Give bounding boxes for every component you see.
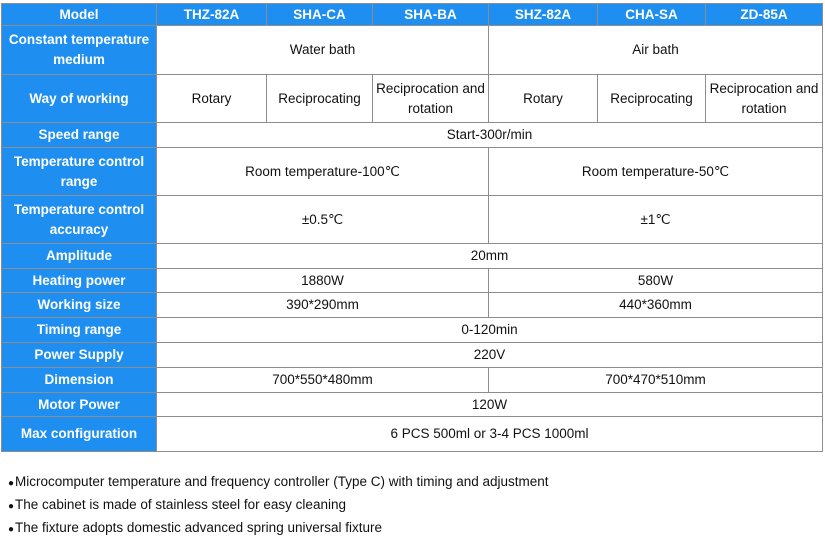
header-row: Model THZ-82A SHA-CA SHA-BA SHZ-82A CHA-…: [1, 3, 823, 26]
cell: Air bath: [488, 25, 823, 75]
cell: Room temperature-100℃: [156, 147, 489, 196]
table-row: Timing range 0-120min: [1, 317, 823, 343]
list-item: The cabinet is made of stainless steel f…: [8, 494, 549, 517]
spec-table: Model THZ-82A SHA-CA SHA-BA SHZ-82A CHA-…: [1, 3, 823, 452]
table-row: Constant temperature medium Water bath A…: [1, 25, 823, 75]
row-label: Temperature control accuracy: [1, 195, 157, 244]
cell: 1880W: [156, 268, 489, 293]
row-label: Temperature control range: [1, 147, 157, 196]
cell: Room temperature-50℃: [488, 147, 823, 196]
cell: 700*550*480mm: [156, 367, 489, 393]
row-label: Way of working: [1, 74, 157, 123]
list-item: The fixture adopts domestic advanced spr…: [8, 517, 549, 540]
cell: 440*360mm: [488, 292, 823, 318]
cell: 20mm: [156, 243, 823, 269]
model-header: ZD-85A: [705, 3, 823, 26]
row-label: Constant temperature medium: [1, 25, 157, 75]
model-header: SHA-BA: [372, 3, 489, 26]
cell: 0-120min: [156, 317, 823, 343]
row-label: Speed range: [1, 122, 157, 148]
table-row: Temperature control range Room temperatu…: [1, 147, 823, 196]
header-label: Model: [1, 3, 157, 26]
table-row: Dimension 700*550*480mm 700*470*510mm: [1, 367, 823, 393]
cell: Reciprocating: [597, 74, 706, 123]
cell: Rotary: [488, 74, 598, 123]
table-row: Temperature control accuracy ±0.5℃ ±1℃: [1, 195, 823, 244]
cell: Reciprocation and rotation: [705, 74, 823, 123]
cell: Reciprocation and rotation: [372, 74, 489, 123]
table-row: Amplitude 20mm: [1, 243, 823, 269]
cell: Water bath: [156, 25, 489, 75]
row-label: Max configuration: [1, 416, 157, 452]
row-label: Motor Power: [1, 392, 157, 417]
cell: Start-300r/min: [156, 122, 823, 148]
cell: 120W: [156, 392, 823, 417]
table-row: Power Supply 220V: [1, 342, 823, 368]
cell: Rotary: [156, 74, 267, 123]
table-row: Motor Power 120W: [1, 392, 823, 417]
feature-notes: Microcomputer temperature and frequency …: [8, 471, 549, 540]
table-row: Speed range Start-300r/min: [1, 122, 823, 148]
table-row: Max configuration 6 PCS 500ml or 3-4 PCS…: [1, 416, 823, 452]
cell: Reciprocating: [266, 74, 373, 123]
cell: 6 PCS 500ml or 3-4 PCS 1000ml: [156, 416, 823, 452]
table-row: Working size 390*290mm 440*360mm: [1, 292, 823, 318]
model-header: SHZ-82A: [488, 3, 598, 26]
cell: 700*470*510mm: [488, 367, 823, 393]
cell: 220V: [156, 342, 823, 368]
row-label: Power Supply: [1, 342, 157, 368]
row-label: Dimension: [1, 367, 157, 393]
cell: 390*290mm: [156, 292, 489, 318]
row-label: Working size: [1, 292, 157, 318]
cell: ±1℃: [488, 195, 823, 244]
model-header: CHA-SA: [597, 3, 706, 26]
table-row: Heating power 1880W 580W: [1, 268, 823, 293]
model-header: SHA-CA: [266, 3, 373, 26]
list-item: Microcomputer temperature and frequency …: [8, 471, 549, 494]
row-label: Timing range: [1, 317, 157, 343]
model-header: THZ-82A: [156, 3, 267, 26]
table-row: Way of working Rotary Reciprocating Reci…: [1, 74, 823, 123]
cell: 580W: [488, 268, 823, 293]
row-label: Amplitude: [1, 243, 157, 269]
row-label: Heating power: [1, 268, 157, 293]
cell: ±0.5℃: [156, 195, 489, 244]
